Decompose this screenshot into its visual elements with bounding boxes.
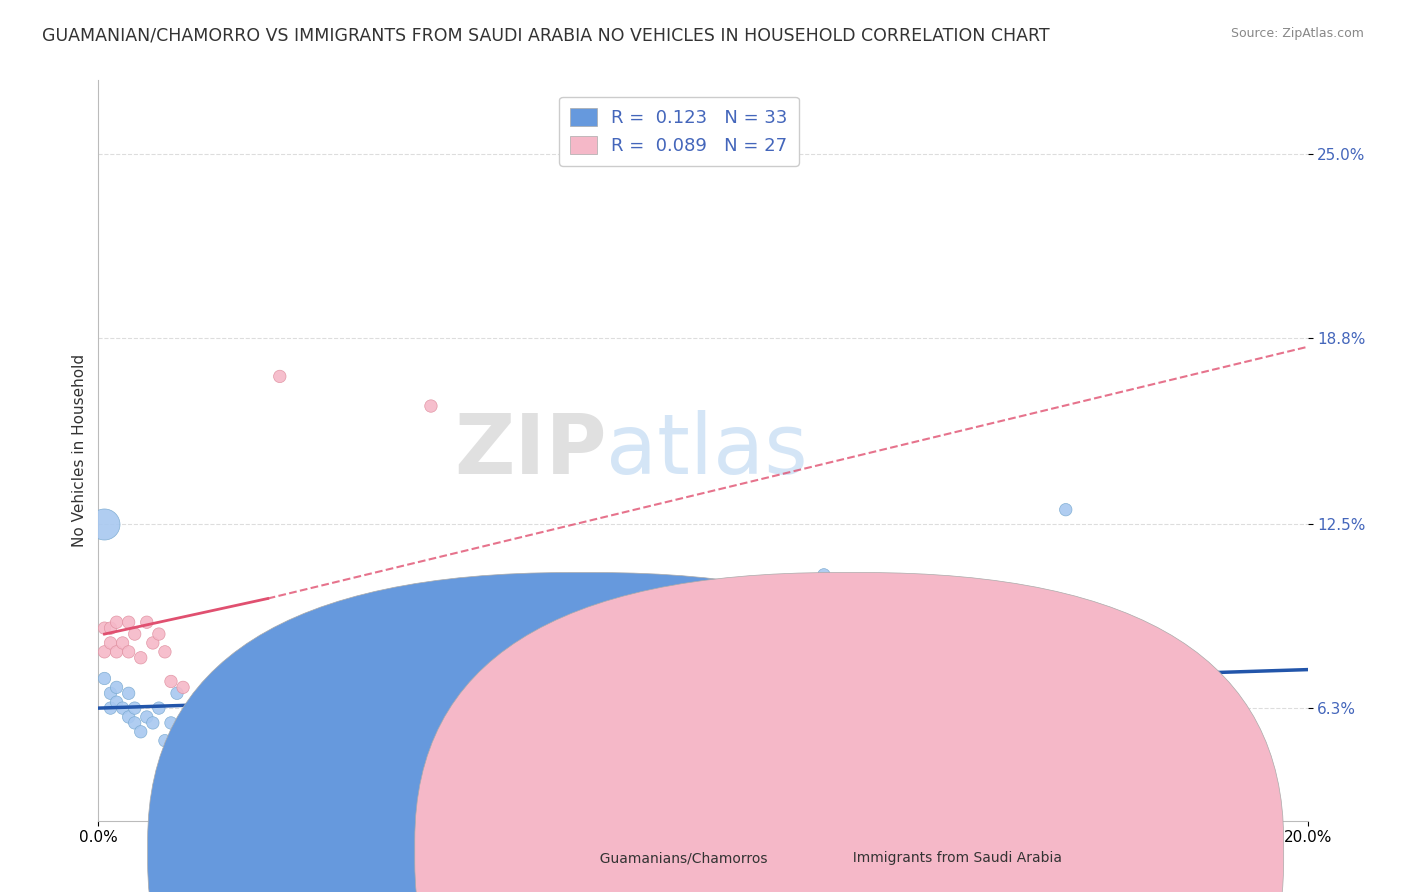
- Point: [100, 686, 122, 700]
- Point: [269, 710, 291, 724]
- FancyBboxPatch shape: [148, 573, 1017, 892]
- Point: [118, 710, 141, 724]
- Point: [142, 636, 165, 650]
- Point: [269, 369, 291, 384]
- Point: [160, 674, 183, 689]
- Point: [124, 701, 146, 715]
- Point: [105, 695, 128, 709]
- Point: [208, 739, 231, 754]
- Point: [135, 615, 157, 630]
- Point: [166, 686, 188, 700]
- FancyBboxPatch shape: [415, 573, 1284, 892]
- Point: [329, 739, 352, 754]
- Point: [111, 701, 134, 715]
- Point: [239, 746, 262, 760]
- Point: [93, 672, 115, 686]
- Point: [299, 724, 322, 739]
- Point: [142, 715, 165, 730]
- Legend: R =  0.123   N = 33, R =  0.089   N = 27: R = 0.123 N = 33, R = 0.089 N = 27: [560, 96, 799, 166]
- Point: [195, 701, 218, 715]
- Point: [93, 517, 115, 532]
- Point: [118, 645, 141, 659]
- Text: GUAMANIAN/CHAMORRO VS IMMIGRANTS FROM SAUDI ARABIA NO VEHICLES IN HOUSEHOLD CORR: GUAMANIAN/CHAMORRO VS IMMIGRANTS FROM SA…: [42, 27, 1050, 45]
- Point: [105, 681, 128, 695]
- Point: [105, 615, 128, 630]
- Point: [129, 650, 152, 665]
- Point: [153, 645, 176, 659]
- Y-axis label: No Vehicles in Household: No Vehicles in Household: [72, 354, 87, 547]
- Text: Immigrants from Saudi Arabia: Immigrants from Saudi Arabia: [844, 851, 1062, 865]
- Text: atlas: atlas: [606, 410, 808, 491]
- Point: [239, 701, 262, 715]
- Point: [124, 715, 146, 730]
- Point: [100, 701, 122, 715]
- Text: ZIP: ZIP: [454, 410, 606, 491]
- Point: [420, 399, 443, 413]
- Point: [135, 710, 157, 724]
- Point: [389, 704, 412, 718]
- Point: [481, 665, 503, 680]
- Point: [100, 636, 122, 650]
- Point: [184, 695, 207, 709]
- Point: [129, 724, 152, 739]
- Point: [1054, 502, 1077, 516]
- Point: [195, 733, 218, 747]
- Point: [172, 681, 194, 695]
- Point: [208, 686, 231, 700]
- Point: [287, 686, 309, 700]
- Point: [631, 695, 654, 709]
- Point: [105, 645, 128, 659]
- Point: [450, 672, 472, 686]
- Point: [153, 733, 176, 747]
- Point: [329, 755, 352, 769]
- Point: [111, 636, 134, 650]
- Point: [148, 627, 170, 641]
- Point: [813, 567, 835, 582]
- Point: [965, 695, 987, 709]
- Point: [256, 733, 278, 747]
- Point: [124, 627, 146, 641]
- Point: [221, 739, 243, 754]
- Point: [118, 615, 141, 630]
- Point: [93, 645, 115, 659]
- Point: [571, 701, 593, 715]
- Point: [118, 686, 141, 700]
- Point: [93, 621, 115, 635]
- Point: [100, 621, 122, 635]
- Point: [148, 701, 170, 715]
- Text: Guamanians/Chamorros: Guamanians/Chamorros: [591, 851, 768, 865]
- Text: Source: ZipAtlas.com: Source: ZipAtlas.com: [1230, 27, 1364, 40]
- Point: [179, 724, 201, 739]
- Point: [160, 715, 183, 730]
